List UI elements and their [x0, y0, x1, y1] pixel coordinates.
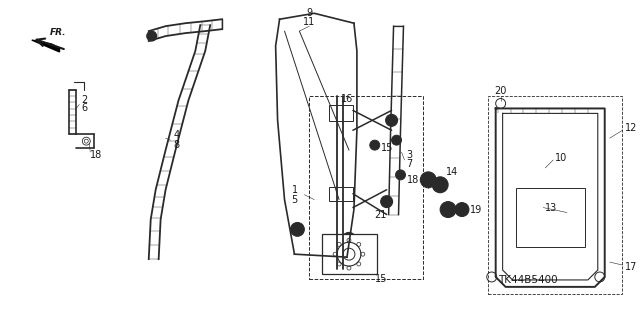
Text: 16: 16 [341, 93, 353, 104]
Circle shape [396, 170, 406, 180]
Text: 9: 9 [307, 8, 312, 18]
Circle shape [455, 203, 469, 217]
Text: TK44B5400: TK44B5400 [497, 275, 557, 285]
Circle shape [370, 140, 380, 150]
Text: 19: 19 [470, 204, 482, 215]
Circle shape [392, 135, 401, 145]
Text: 15: 15 [375, 274, 387, 284]
Bar [329, 187, 353, 201]
Circle shape [440, 202, 456, 218]
Circle shape [432, 177, 448, 193]
Text: 4: 4 [173, 130, 180, 140]
Bar [322, 234, 377, 274]
Text: 20: 20 [495, 85, 507, 96]
Bar [515, 188, 585, 247]
Text: 6: 6 [81, 103, 88, 114]
Circle shape [386, 115, 397, 126]
Text: 11: 11 [303, 17, 316, 27]
Text: 15: 15 [381, 143, 393, 153]
Text: 10: 10 [555, 153, 568, 163]
Text: 18: 18 [406, 175, 419, 185]
Bar [488, 96, 621, 294]
Circle shape [291, 222, 305, 236]
Text: 2: 2 [81, 94, 88, 105]
Text: 21: 21 [375, 210, 387, 219]
Text: 18: 18 [90, 150, 102, 160]
Bar [329, 106, 353, 121]
Text: 3: 3 [406, 150, 413, 160]
Text: 8: 8 [173, 140, 180, 150]
Text: 13: 13 [545, 203, 557, 212]
Circle shape [342, 232, 356, 246]
Text: 1: 1 [291, 185, 298, 195]
Circle shape [147, 31, 157, 41]
Text: 5: 5 [291, 195, 298, 205]
Text: 17: 17 [625, 262, 637, 272]
Polygon shape [32, 40, 60, 52]
Text: FR.: FR. [50, 28, 66, 37]
Text: 14: 14 [446, 167, 458, 177]
Circle shape [381, 196, 392, 208]
Bar [309, 96, 423, 279]
Text: 12: 12 [625, 123, 637, 133]
Text: 7: 7 [406, 159, 413, 169]
Circle shape [420, 172, 436, 188]
